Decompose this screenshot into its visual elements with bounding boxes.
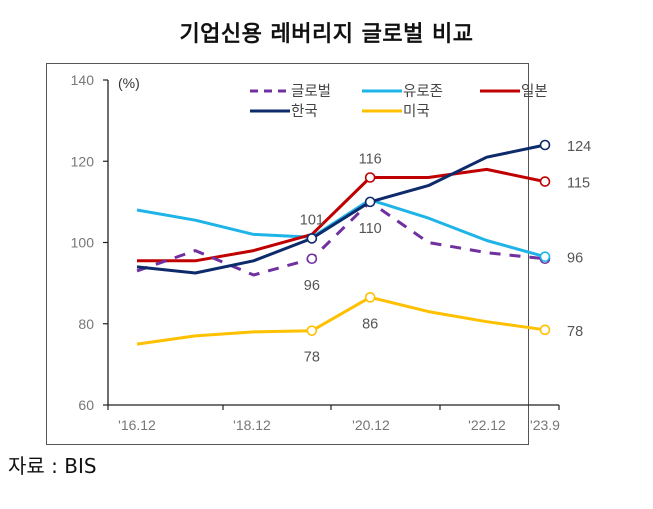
y-tick-label: 100 [71, 235, 95, 251]
data-label: 86 [362, 316, 378, 332]
data-point-marker [539, 139, 551, 151]
x-tick-label: '20.12 [352, 417, 390, 433]
legend-label: 미국 [403, 103, 430, 120]
x-tick-label: '23.9 [530, 417, 560, 433]
data-label: 78 [304, 350, 320, 366]
series-line-일본 [137, 167, 546, 263]
legend-label: 글로벌 [291, 83, 331, 100]
x-tick-label: '22.12 [468, 417, 506, 433]
data-point-marker [364, 172, 376, 183]
legend-item-유로존: 유로존 [362, 84, 443, 100]
legend-item-일본: 일본 [480, 83, 548, 100]
data-label: 96 [567, 251, 583, 267]
series-line-미국 [136, 295, 546, 346]
data-point-marker [539, 251, 551, 263]
series-line-한국 [136, 143, 546, 275]
y-tick-label: 80 [78, 316, 94, 332]
source-note: 자료 : BIS [8, 454, 97, 478]
chart-frame [46, 63, 529, 445]
series-lines [136, 143, 546, 346]
data-point-marker [306, 253, 318, 265]
data-label: 124 [567, 139, 591, 155]
y-tick-label: 140 [71, 72, 95, 88]
legend-label: 유로존 [403, 84, 443, 100]
y-tick-label: 60 [78, 397, 94, 413]
series-line-글로벌 [136, 200, 546, 277]
data-label: 115 [567, 176, 590, 192]
y-axis-unit: (%) [118, 75, 140, 91]
series-markers [306, 139, 551, 336]
axes: 60 80 100 120 140 '16.12 '18.12 '20.12 '22.12 '23… [71, 72, 561, 433]
x-tick-label: '18.12 [233, 417, 271, 433]
series-line-유로존 [136, 198, 546, 259]
chart-title: 기업신용 레버리지 글로벌 비교 [179, 22, 474, 47]
data-point-marker [539, 176, 551, 187]
legend-item-글로벌: 글로벌 [250, 83, 331, 100]
data-point-marker [364, 196, 376, 208]
data-label: 101 [300, 212, 324, 228]
data-label: 78 [567, 324, 583, 340]
data-label: 96 [304, 278, 320, 294]
data-point-marker [306, 233, 318, 244]
data-point-marker [539, 324, 551, 336]
data-point-marker [306, 325, 318, 336]
legend-item-미국: 미국 [362, 103, 430, 120]
data-labels: 96 96 116 115 101 110 124 78 86 78 [300, 139, 591, 366]
x-tick-label: '16.12 [118, 417, 156, 433]
data-point-marker [364, 292, 376, 303]
data-label: 110 [359, 221, 382, 237]
legend-item-한국: 한국 [250, 103, 318, 120]
legend-label: 한국 [291, 103, 318, 120]
y-tick-label: 120 [71, 153, 95, 169]
legend-label: 일본 [521, 83, 548, 100]
data-label: 116 [359, 152, 382, 168]
